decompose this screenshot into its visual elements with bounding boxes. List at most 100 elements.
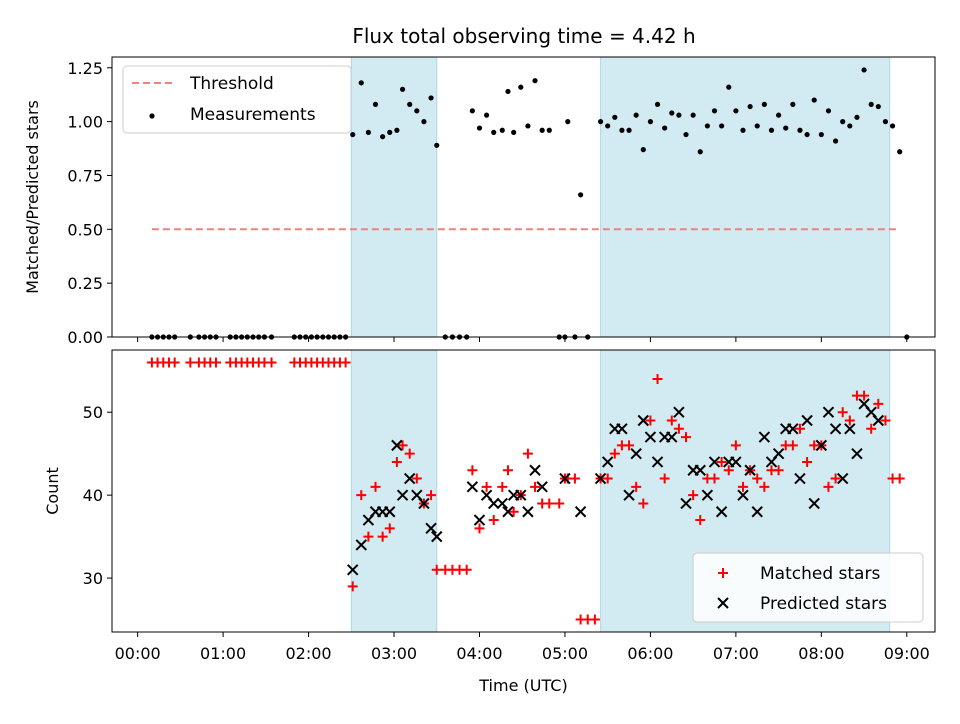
measurement-point xyxy=(428,95,434,101)
predicted-point xyxy=(815,439,828,452)
measurement-point xyxy=(518,84,524,90)
predicted-point xyxy=(694,464,706,476)
predicted-point xyxy=(488,497,500,510)
matched-point xyxy=(681,432,692,443)
measurement-point xyxy=(421,119,427,125)
measurement-point xyxy=(740,127,746,133)
predicted-point xyxy=(403,472,416,485)
matched-point xyxy=(404,448,415,459)
legend-label-predicted: Predicted stars xyxy=(760,594,887,614)
predicted-point xyxy=(502,506,514,518)
matched-point xyxy=(169,357,180,368)
predicted-point xyxy=(644,431,657,443)
measurement-point xyxy=(597,119,604,125)
predicted-point xyxy=(601,456,614,468)
predicted-point xyxy=(851,447,863,460)
measurement-point xyxy=(669,110,675,116)
matched-point xyxy=(431,564,442,575)
legend: Matched stars Predicted stars xyxy=(692,552,924,623)
measurement-point xyxy=(380,134,386,140)
predicted-point xyxy=(473,514,486,526)
measurement-point xyxy=(619,127,625,133)
predicted-point xyxy=(836,472,849,485)
measurement-point xyxy=(704,123,710,129)
legend-box xyxy=(692,552,924,623)
matched-point xyxy=(638,498,649,509)
x-tick-label: 03:00 xyxy=(371,644,417,663)
y-tick-label: 1.00 xyxy=(67,113,103,132)
predicted-point xyxy=(431,530,443,543)
predicted-point xyxy=(844,423,856,435)
observation-window xyxy=(350,349,438,633)
matched-point xyxy=(794,423,805,434)
matched-point xyxy=(737,481,748,492)
matched-point xyxy=(709,473,720,484)
ratio-panel: 0.00 0.25 0.50 0.75 1.00 1.25 Matched/Predicte… xyxy=(23,56,936,347)
predicted-point xyxy=(384,506,396,518)
x-tick-label: 06:00 xyxy=(627,644,673,663)
measurement-point xyxy=(768,127,775,133)
measurement-point xyxy=(889,123,896,129)
matched-point xyxy=(787,440,798,451)
predicted-point xyxy=(466,481,479,493)
matched-point xyxy=(659,473,670,484)
predicted-point xyxy=(559,472,571,485)
matched-point xyxy=(363,531,374,542)
measurement-point xyxy=(861,67,867,73)
predicted-point xyxy=(673,406,685,418)
measurement-point xyxy=(525,123,531,129)
measurement-point xyxy=(711,108,718,114)
measurement-point xyxy=(654,101,661,107)
matched-point xyxy=(370,481,381,492)
measurement-point xyxy=(875,103,881,110)
measurement-point xyxy=(491,129,497,135)
measurement-point xyxy=(469,108,475,114)
measurement-point xyxy=(690,112,696,118)
predicted-point xyxy=(623,489,635,501)
predicted-point xyxy=(744,464,756,476)
measurement-point xyxy=(387,129,393,135)
measurement-point xyxy=(372,101,379,107)
matched-point xyxy=(894,473,905,484)
measurement-point xyxy=(511,129,517,135)
predicted-point xyxy=(536,481,548,493)
measurement-point xyxy=(565,119,571,125)
predicted-point xyxy=(730,456,742,468)
predicted-point xyxy=(701,489,714,501)
predicted-point xyxy=(616,423,628,435)
measurement-point xyxy=(476,125,483,131)
measurement-point xyxy=(394,127,400,133)
observation-window xyxy=(600,56,891,338)
measurement-point xyxy=(647,119,654,125)
matched-point xyxy=(844,415,855,426)
measurement-point xyxy=(882,119,889,125)
matched-point xyxy=(569,473,580,484)
matched-point xyxy=(185,357,196,368)
x-tick-label: 00:00 xyxy=(115,644,161,663)
chart-title: Flux total observing time = 4.42 h xyxy=(352,24,695,48)
legend-label-threshold: Threshold xyxy=(189,74,274,94)
measurement-point xyxy=(825,108,832,114)
measurement-point xyxy=(434,142,440,148)
legend-box xyxy=(122,65,352,134)
x-tick-label: 08:00 xyxy=(798,644,844,663)
measurement-point xyxy=(776,112,782,118)
matched-point xyxy=(530,481,541,492)
x-axis-label: Time (UTC) xyxy=(478,676,567,695)
predicted-point xyxy=(872,414,885,427)
observation-window xyxy=(350,56,438,338)
axes-frame xyxy=(111,349,936,633)
matched-point xyxy=(481,481,492,492)
predicted-point xyxy=(425,522,437,535)
matched-point xyxy=(554,498,565,509)
predicted-point xyxy=(737,489,749,501)
measurement-point xyxy=(484,112,490,118)
matched-point xyxy=(866,423,877,434)
matched-point xyxy=(802,456,813,467)
x-tick-label: 04:00 xyxy=(456,644,502,663)
predicted-point xyxy=(772,447,785,460)
measurement-point xyxy=(612,114,618,120)
predicted-point xyxy=(391,439,403,452)
measurement-point xyxy=(546,127,552,133)
